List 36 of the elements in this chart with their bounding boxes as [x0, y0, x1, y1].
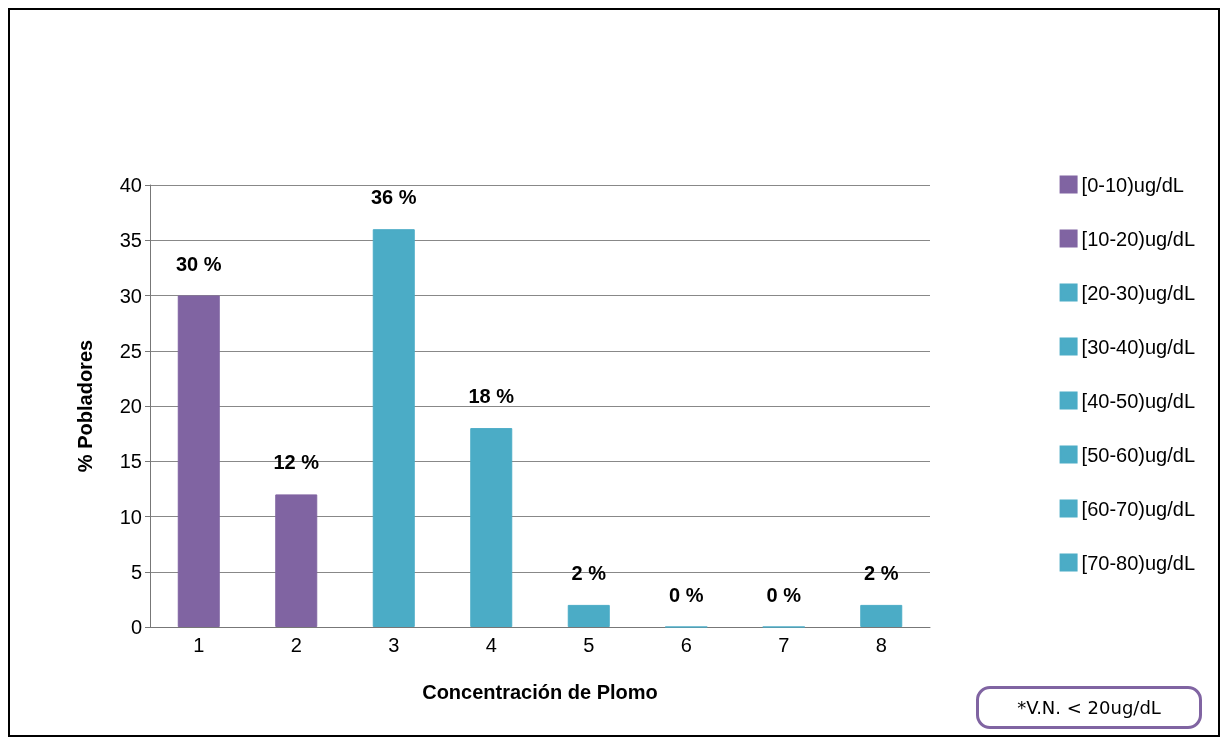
x-tick-label: 3 [388, 634, 400, 656]
data-label: 18 % [468, 385, 515, 408]
y-tick-label: 0 [130, 616, 142, 638]
x-axis-title: Concentración de Plomo [422, 681, 658, 703]
data-label: 2 % [864, 561, 899, 584]
legend-label: [40-50)ug/dL [1081, 389, 1195, 412]
x-tick-label: 4 [485, 634, 497, 656]
data-label: 2 % [571, 561, 607, 584]
x-tick-label: 6 [680, 634, 692, 656]
y-tick-label: 40 [119, 174, 142, 196]
legend-label: [0-10)ug/dL [1081, 173, 1184, 196]
data-label: 36 % [370, 186, 417, 209]
y-tick-label: 10 [119, 505, 142, 528]
legend-label: [30-40)ug/dL [1081, 335, 1195, 358]
x-tick-label: 1 [193, 634, 205, 656]
text: *V.N. < 20ug/dL [976, 686, 1202, 729]
y-tick-label: 30 [119, 284, 142, 307]
x-tick-label: 8 [875, 634, 887, 656]
y-tick-label: 20 [119, 395, 142, 417]
x-tick-label: 2 [290, 634, 302, 656]
data-label: 0 % [669, 583, 704, 606]
legend-label: [50-60)ug/dL [1081, 443, 1195, 466]
legend-label: [20-30)ug/dL [1081, 281, 1195, 304]
data-label: 30 % [175, 252, 222, 275]
y-tick-label: 5 [130, 560, 142, 583]
y-axis-title: % Pobladores [74, 339, 96, 473]
legend-label: [70-80)ug/dL [1081, 551, 1195, 574]
y-tick-label: 35 [119, 229, 142, 252]
x-tick-label: 7 [778, 634, 790, 656]
y-tick-label: 25 [119, 339, 142, 362]
y-tick-label: 15 [119, 450, 142, 473]
legend-label: [60-70)ug/dL [1081, 497, 1195, 520]
x-tick-label: 5 [583, 634, 595, 656]
legend-label: [10-20)ug/dL [1081, 227, 1195, 250]
data-label: 12 % [273, 451, 320, 474]
data-label: 0 % [766, 583, 802, 606]
